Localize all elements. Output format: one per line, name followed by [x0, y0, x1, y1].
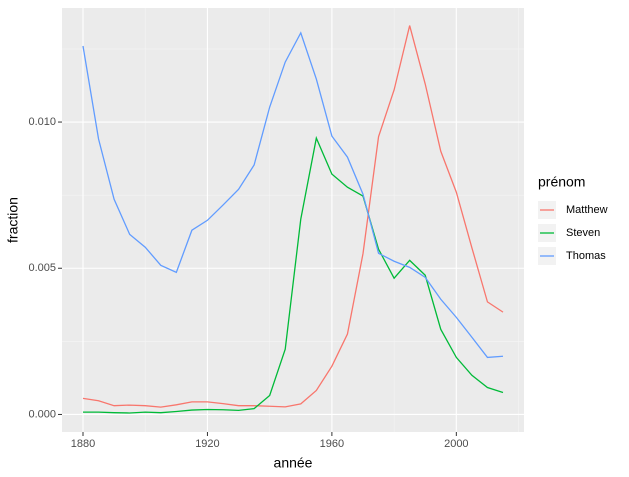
x-tick-label: 1960 — [320, 438, 344, 450]
series-line — [82, 25, 504, 408]
y-axis-title: fraction — [5, 197, 21, 243]
legend-title: prénom — [538, 174, 585, 190]
legend-label: Thomas — [566, 250, 606, 262]
y-tick-label: 0.005 — [28, 262, 56, 274]
x-axis-title: année — [274, 455, 313, 471]
x-tick-label: 1880 — [71, 438, 95, 450]
panel — [62, 8, 524, 432]
legend-label: Steven — [566, 227, 600, 239]
series-line — [82, 31, 504, 359]
legend-label: Matthew — [566, 204, 608, 216]
x-tick-label: 2000 — [444, 438, 468, 450]
series-line — [83, 135, 504, 414]
x-tick-label: 1920 — [195, 438, 219, 450]
y-tick-label: 0.000 — [28, 408, 56, 420]
y-tick-label: 0.010 — [28, 116, 56, 128]
